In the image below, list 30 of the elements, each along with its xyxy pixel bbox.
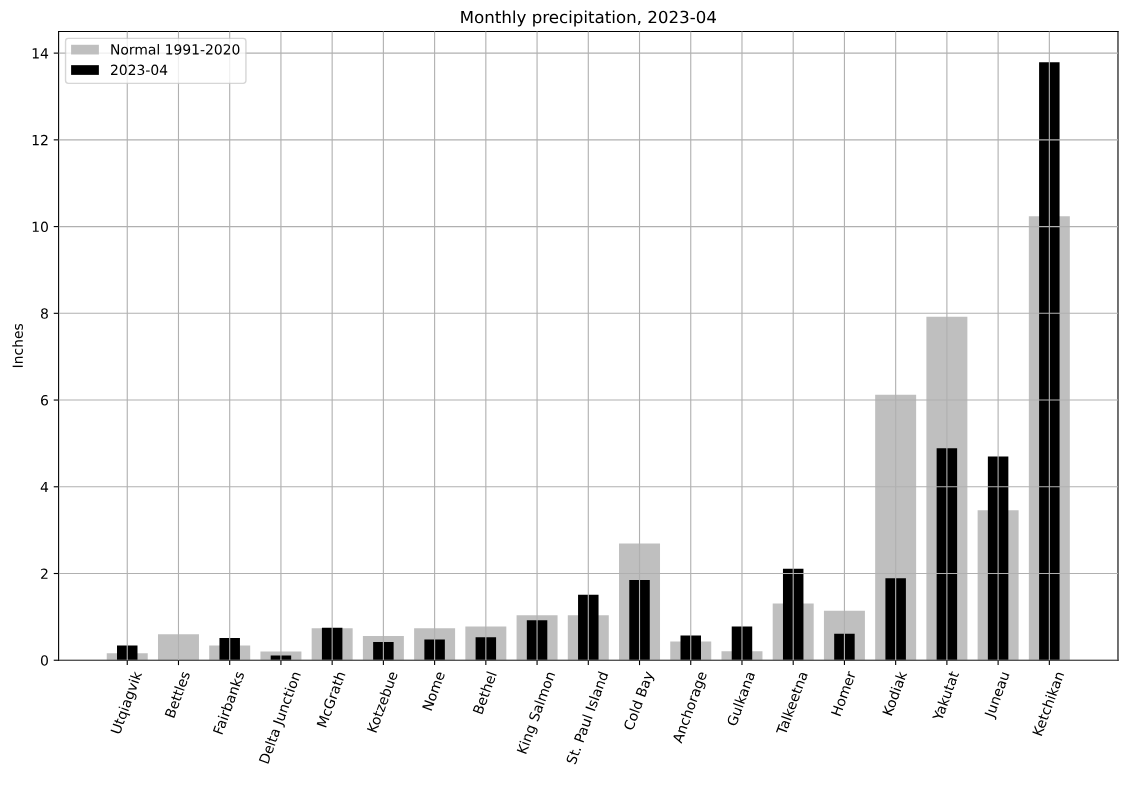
- x-tick-label: Nome: [422, 670, 446, 711]
- y-tick-label: 0: [40, 655, 48, 666]
- bar: [117, 645, 138, 661]
- legend-label: Normal 1991-2020: [111, 43, 240, 55]
- bar: [782, 568, 804, 661]
- x-tick-label: Cold Bay: [622, 670, 657, 732]
- bar: [1039, 62, 1060, 661]
- bar: [885, 578, 906, 661]
- y-tick-label: 14: [32, 48, 49, 59]
- bar: [157, 634, 199, 661]
- bar: [629, 580, 650, 661]
- bar: [270, 655, 292, 661]
- y-axis-title: Inches: [12, 323, 23, 368]
- bar: [219, 638, 240, 661]
- bar: [680, 635, 701, 661]
- y-tick-label: 4: [40, 481, 49, 493]
- bar: [475, 637, 497, 661]
- y-tick-label: 8: [40, 308, 48, 319]
- bar: [321, 627, 343, 661]
- chart-title: Monthly precipitation, 2023-04: [461, 10, 716, 27]
- y-tick-label: 12: [32, 134, 48, 146]
- bar: [424, 639, 445, 661]
- y-tick-label: 2: [41, 568, 48, 579]
- bar: [834, 633, 855, 661]
- x-tick-label: St. Paul Island: [565, 671, 609, 765]
- y-tick-label: 10: [32, 221, 48, 233]
- bar: [578, 594, 599, 661]
- y-tick-label: 6: [41, 395, 49, 406]
- legend-label: 2023-04: [111, 64, 168, 76]
- bar: [373, 642, 394, 661]
